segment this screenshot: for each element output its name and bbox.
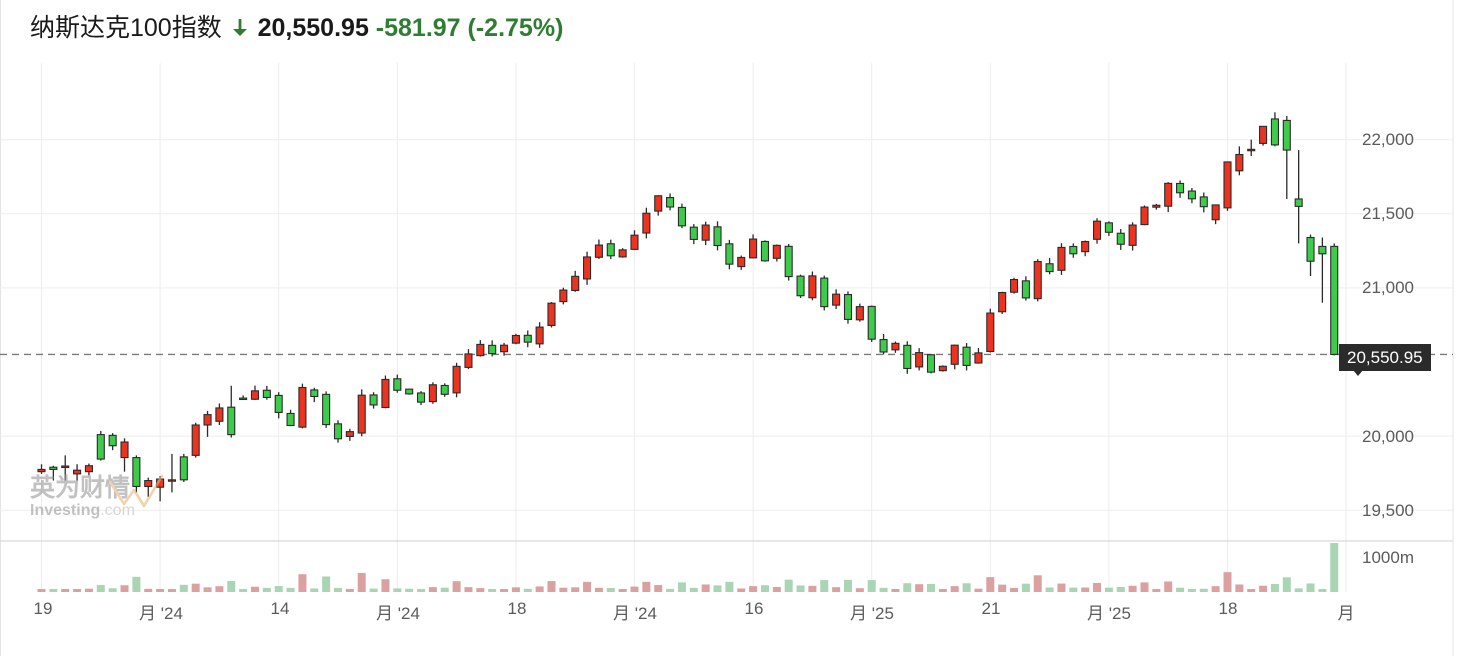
svg-text:Investing.com: Investing.com bbox=[30, 502, 135, 519]
